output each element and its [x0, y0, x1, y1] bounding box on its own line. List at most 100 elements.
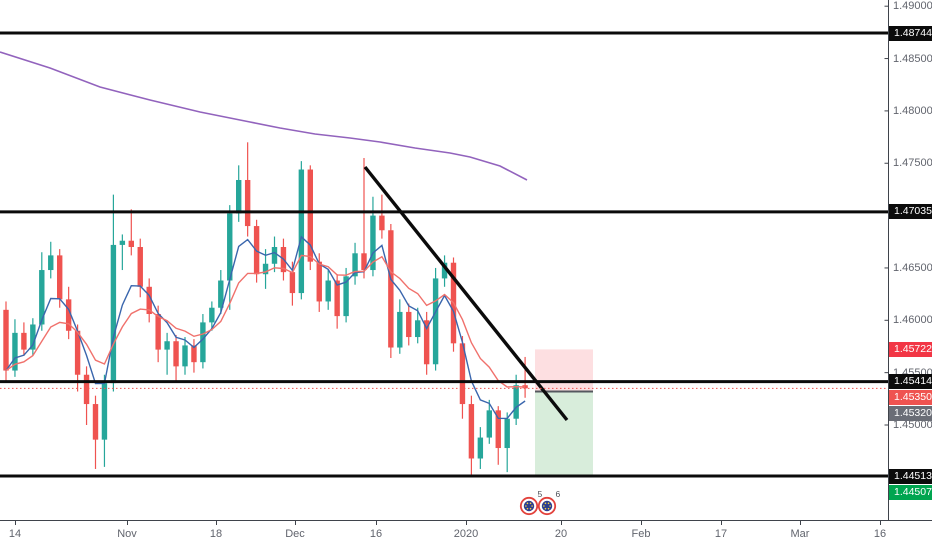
time-tick-label: 2020: [453, 528, 479, 540]
price-tick-label: 1.47500: [893, 157, 932, 170]
candle-body: [459, 343, 466, 405]
candle-body: [441, 262, 448, 279]
event-icon-star: [543, 505, 545, 507]
event-icon-star: [529, 502, 532, 505]
candle-body: [432, 278, 439, 365]
candle-body: [39, 270, 45, 325]
event-icon-star: [529, 507, 532, 510]
candle-body: [21, 332, 27, 350]
candle-body: [244, 179, 251, 227]
price-tick-label: 1.45000: [893, 419, 932, 431]
time-tick-label: 16: [873, 528, 887, 540]
candle-body: [164, 341, 170, 350]
price-tick-label: 1.48000: [893, 104, 932, 117]
candle-body: [128, 240, 134, 248]
eu-event-icon[interactable]: 6: [537, 489, 561, 516]
candle-body: [388, 230, 394, 348]
event-icon-star: [526, 507, 529, 510]
candle-body: [423, 320, 430, 365]
ema-slow-line: [5, 254, 526, 388]
candle-body: [352, 253, 358, 277]
price-tick-label: 1.48500: [893, 52, 932, 65]
candle-body: [325, 280, 331, 302]
candle-body: [209, 307, 215, 323]
candle-body: [513, 385, 519, 419]
price-scale-label-level-line: 1.44513: [889, 468, 932, 484]
candle-body: [155, 314, 161, 350]
event-icon-star: [544, 507, 547, 510]
event-icon-star: [544, 502, 547, 505]
candle-body: [406, 311, 412, 338]
time-tick-label: 17: [714, 528, 728, 540]
candle-body: [236, 179, 242, 214]
candle-body: [379, 215, 385, 231]
position-reward-zone[interactable]: [535, 391, 593, 477]
time-tick-label: Nov: [117, 528, 137, 540]
candle-body: [477, 437, 484, 459]
price-tick-label: 1.49000: [893, 0, 932, 13]
candle-body: [182, 345, 188, 367]
price-scale-label-position-stop: 1.45722: [889, 341, 932, 357]
candle-body: [486, 410, 492, 438]
event-icon-star: [526, 502, 529, 505]
candle-body: [57, 255, 63, 300]
price-scale-label-last-price: 1.45350: [889, 390, 932, 406]
candle-body: [191, 345, 197, 363]
candle-body: [218, 280, 224, 308]
candle-body: [173, 341, 179, 367]
position-risk-zone[interactable]: [535, 349, 593, 392]
event-icon-star: [549, 505, 551, 507]
candle-body: [370, 215, 376, 271]
ma-long-line: [0, 51, 528, 181]
candle-body: [495, 410, 501, 449]
time-tick-label: Feb: [631, 528, 651, 540]
event-icon-star: [525, 505, 527, 507]
price-scale-label-level-line: 1.47035: [889, 204, 932, 220]
event-icon-star: [531, 505, 533, 507]
candle-body: [468, 404, 475, 459]
candle-body: [48, 255, 54, 271]
candle-body: [119, 240, 126, 245]
candle-body: [271, 247, 278, 264]
event-icon-star: [547, 502, 550, 505]
candle-body: [262, 263, 269, 275]
candle-body: [137, 247, 143, 287]
time-tick-label: 16: [369, 528, 383, 540]
candles: [3, 142, 528, 478]
eu-event-icon[interactable]: 5: [519, 489, 543, 516]
candle-body: [307, 169, 313, 262]
time-tick-label: 20: [554, 528, 568, 540]
candle-body: [200, 322, 206, 363]
candle-body: [289, 272, 296, 294]
event-icon-flag: [541, 500, 553, 512]
event-icon-star: [547, 507, 550, 510]
candle-body: [146, 286, 152, 315]
candle-body: [110, 244, 117, 384]
candle-body: [343, 276, 349, 317]
candle-body: [397, 311, 403, 348]
time-tick-label: 18: [209, 528, 223, 540]
candle-body: [30, 324, 36, 350]
price-scale-label-position-entry: 1.45320: [889, 406, 932, 422]
candle-body: [65, 299, 72, 331]
time-tick-label: Mar: [790, 528, 810, 540]
short-position-tool[interactable]: [535, 349, 593, 477]
price-tick-label: 1.46000: [893, 314, 932, 327]
candle-body: [504, 418, 510, 449]
candle-body: [227, 213, 233, 281]
time-tick-label: 14: [8, 528, 22, 540]
price-scale-label-level-line: 1.48744: [889, 25, 932, 41]
candle-body: [415, 320, 421, 338]
candle-body: [101, 383, 108, 440]
price-tick-label: 1.46500: [893, 261, 932, 274]
trendline[interactable]: [363, 165, 569, 422]
event-count: 5: [538, 489, 543, 499]
price-scale-label-level-line: 1.45414: [889, 374, 932, 390]
candle-body: [3, 309, 9, 371]
price-scale-label-position-target: 1.44507: [889, 484, 932, 500]
ema-fast-line: [5, 235, 526, 420]
event-icon-flag: [523, 500, 535, 512]
